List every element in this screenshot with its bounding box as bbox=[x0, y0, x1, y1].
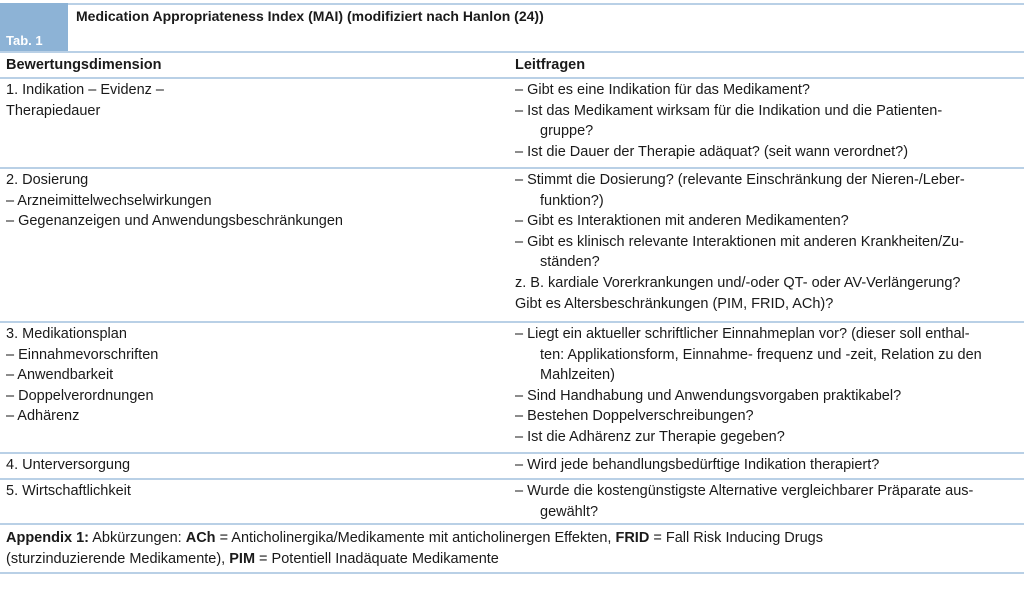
divider bbox=[0, 321, 1024, 323]
appendix-intro: Abkürzungen: bbox=[88, 530, 186, 546]
question-line: – Ist die Adhärenz zur Therapie gegeben? bbox=[515, 428, 785, 445]
dimension-line: – Adhärenz bbox=[6, 408, 80, 425]
question-line: – Stimmt die Dosierung? (relevante Einsc… bbox=[515, 172, 965, 188]
column-header-questions: Leitfragen bbox=[515, 57, 586, 73]
question-line: – Bestehen Doppelverschreibungen? bbox=[515, 408, 754, 425]
dimension-line: – Gegenanzeigen und Anwendungsbeschränku… bbox=[6, 213, 343, 230]
questions-cell: – Wird jede behandlungsbedürftige Indika… bbox=[515, 455, 879, 476]
question-line: gruppe? bbox=[540, 123, 594, 140]
abbr-ach-def: = Anticholinergika/Medikamente mit antic… bbox=[215, 530, 616, 546]
questions-cell: – Stimmt die Dosierung? (relevante Einsc… bbox=[515, 170, 965, 314]
appendix: Appendix 1: Abkürzungen: ACh = Anticholi… bbox=[6, 528, 823, 569]
table-label: Tab. 1 bbox=[6, 33, 43, 48]
appendix-line2: (sturzinduzierende Medikamente), bbox=[6, 550, 230, 567]
dimension-line: – Einnahmevorschriften bbox=[6, 346, 159, 363]
divider bbox=[0, 478, 1024, 480]
dimension-cell: 5. Wirtschaftlichkeit bbox=[6, 481, 131, 502]
question-line: – Gibt es Interaktionen mit anderen Medi… bbox=[515, 213, 849, 230]
dimension-cell: 1. Indikation – Evidenz – Therapiedauer bbox=[6, 80, 164, 121]
questions-cell: – Wurde die kostengünstigste Alternative… bbox=[515, 481, 973, 522]
question-line: – Liegt ein aktueller schriftlicher Einn… bbox=[515, 326, 970, 342]
dimension-cell: 3. Medikationsplan – Einnahmevorschriften… bbox=[6, 324, 158, 427]
dimension-line: – Doppelverordnungen bbox=[6, 387, 154, 404]
appendix-label: Appendix 1: bbox=[6, 530, 89, 546]
question-line: ten: Applikationsform, Einnahme- frequen… bbox=[540, 346, 982, 363]
divider bbox=[0, 452, 1024, 454]
question-line: – Wurde die kostengünstigste Alternative… bbox=[515, 483, 974, 499]
questions-cell: – Liegt ein aktueller schriftlicher Einn… bbox=[515, 324, 982, 448]
question-line: – Ist die Dauer der Therapie adäquat? (s… bbox=[515, 143, 909, 160]
divider bbox=[0, 523, 1024, 525]
divider bbox=[0, 77, 1024, 79]
dimension-line: 1. Indikation – Evidenz – bbox=[6, 82, 164, 98]
table-title: Medication Appropriateness Index (MAI) (… bbox=[76, 8, 544, 24]
question-line: – Gibt es eine Indikation für das Medika… bbox=[515, 82, 810, 98]
dimension-line: – Anwendbarkeit bbox=[6, 367, 114, 384]
dimension-line: 4. Unterversorgung bbox=[6, 457, 131, 473]
dimension-line: – Arzneimittelwechselwirkungen bbox=[6, 192, 212, 209]
question-line: ständen? bbox=[540, 254, 600, 271]
divider bbox=[0, 51, 1024, 53]
divider bbox=[0, 167, 1024, 169]
dimension-cell: 4. Unterversorgung bbox=[6, 455, 130, 476]
column-header-dimension: Bewertungsdimension bbox=[6, 57, 162, 73]
dimension-line: Therapiedauer bbox=[6, 102, 101, 119]
abbr-pim: PIM bbox=[229, 550, 256, 567]
question-line: – Gibt es klinisch relevante Interaktion… bbox=[515, 233, 964, 250]
question-line: Gibt es Altersbeschränkungen (PIM, FRID,… bbox=[515, 295, 834, 312]
questions-cell: – Gibt es eine Indikation für das Medika… bbox=[515, 80, 942, 162]
dimension-line: 5. Wirtschaftlichkeit bbox=[6, 483, 131, 499]
abbr-pim-def: = Potentiell Inadäquate Medikamente bbox=[255, 550, 499, 567]
abbr-frid: FRID bbox=[615, 530, 650, 546]
question-line: – Wird jede behandlungsbedürftige Indika… bbox=[515, 457, 880, 473]
question-line: gewählt? bbox=[540, 503, 599, 520]
divider bbox=[68, 3, 1024, 5]
question-line: – Ist das Medikament wirksam für die Ind… bbox=[515, 102, 943, 119]
table-label-box: Tab. 1 bbox=[0, 3, 68, 52]
divider bbox=[0, 572, 1024, 574]
dimension-cell: 2. Dosierung – Arzneimittelwechselwirkung… bbox=[6, 170, 343, 232]
dimension-line: 2. Dosierung bbox=[6, 172, 89, 188]
abbr-frid-def: = Fall Risk Inducing Drugs bbox=[649, 530, 823, 546]
abbr-ach: ACh bbox=[185, 530, 216, 546]
question-line: Mahlzeiten) bbox=[540, 367, 615, 384]
question-line: – Sind Handhabung und Anwendungsvorgaben… bbox=[515, 387, 902, 404]
dimension-line: 3. Medikationsplan bbox=[6, 326, 127, 342]
question-line: funktion?) bbox=[540, 192, 604, 209]
question-line: z. B. kardiale Vorerkrankungen und/-oder… bbox=[515, 274, 961, 291]
